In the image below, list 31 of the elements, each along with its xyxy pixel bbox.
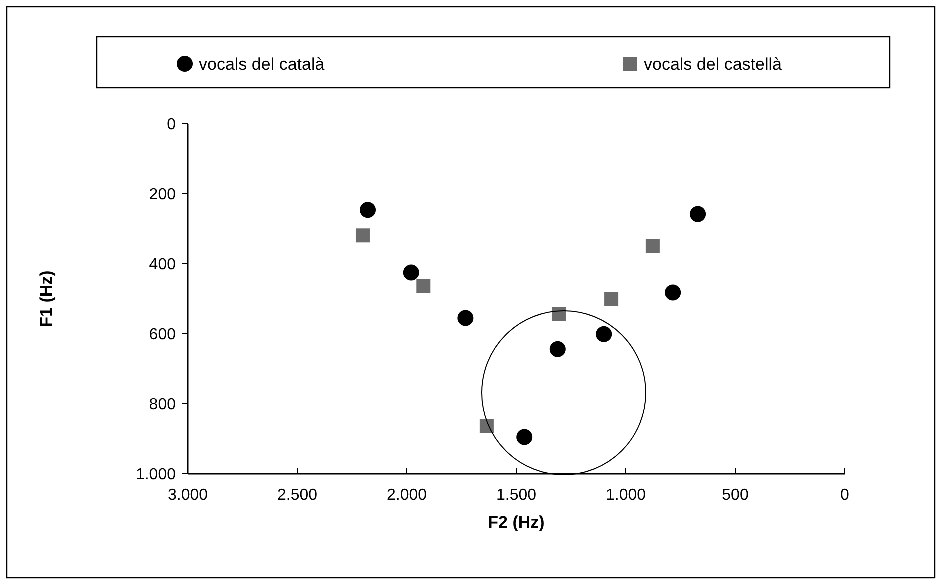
- point: [356, 228, 370, 243]
- legend-label: vocals del castellà: [644, 55, 783, 74]
- x-tick-label: 3.000: [168, 487, 208, 504]
- point: [416, 279, 431, 294]
- point: [552, 307, 566, 322]
- x-tick-label: 2.500: [277, 487, 318, 504]
- point: [458, 310, 474, 326]
- x-tick-label: 500: [722, 487, 749, 504]
- point: [690, 206, 706, 222]
- x-tick-label: 2.000: [386, 487, 428, 504]
- y-tick-label: 600: [149, 326, 176, 344]
- point: [646, 239, 660, 254]
- point: [516, 429, 533, 446]
- x-tick-label: 1.000: [606, 487, 646, 504]
- point: [403, 264, 420, 281]
- legend-label: vocals del català: [199, 55, 326, 74]
- point: [596, 326, 612, 342]
- y-tick-label: 0: [167, 116, 176, 134]
- point: [550, 341, 566, 358]
- y-tick-label: 400: [149, 256, 176, 274]
- point: [604, 292, 619, 306]
- y-tick-label: 200: [149, 186, 176, 204]
- x-axis-title: F2 (Hz): [488, 513, 545, 532]
- point: [665, 284, 682, 301]
- y-axis-title: F1 (Hz): [37, 270, 56, 328]
- point: [480, 419, 494, 434]
- point: [360, 202, 376, 218]
- x-tick-label: 0: [840, 487, 850, 504]
- y-tick-label: 800: [149, 396, 176, 414]
- y-tick-label: 1.000: [136, 466, 176, 484]
- x-tick-label: 1.500: [496, 487, 537, 504]
